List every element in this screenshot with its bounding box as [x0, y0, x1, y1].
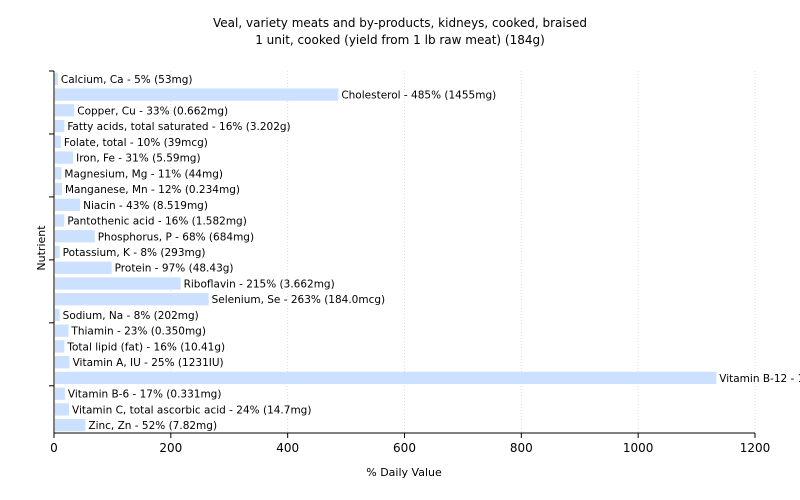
bar — [55, 151, 74, 164]
bar-label: Niacin - 43% (8.519mg) — [83, 200, 208, 212]
bar — [55, 198, 81, 211]
bar — [55, 371, 717, 385]
bar-label: Manganese, Mn - 12% (0.234mg) — [65, 184, 240, 196]
bar-label: Sodium, Na - 8% (202mg) — [63, 310, 199, 322]
bar-label: Fatty acids, total saturated - 16% (3.20… — [67, 121, 290, 133]
bar — [55, 356, 70, 369]
bar-label: Thiamin - 23% (0.350mg) — [70, 326, 206, 338]
x-tick-label: 0 — [50, 441, 58, 455]
bar — [55, 167, 62, 180]
bar — [55, 340, 65, 353]
bars: Calcium, Ca - 5% (53mg) Cholesterol - 485… — [55, 72, 800, 432]
bar — [55, 245, 60, 259]
bar-label: Phosphorus, P - 68% (684mg) — [98, 231, 254, 243]
bar-label: Vitamin B-6 - 17% (0.331mg) — [68, 389, 222, 401]
bar-label: Protein - 97% (48.43g) — [115, 263, 234, 275]
x-tick-label: 200 — [159, 441, 182, 455]
bar — [55, 324, 69, 337]
bar — [55, 230, 95, 243]
bar-label: Copper, Cu - 33% (0.662mg) — [77, 105, 228, 117]
x-tick-label: 400 — [276, 441, 299, 455]
bar-label: Riboflavin - 215% (3.662mg) — [184, 278, 335, 290]
bar-label: Iron, Fe - 31% (5.59mg) — [76, 153, 200, 165]
bar — [55, 182, 63, 196]
bar-label: Total lipid (fat) - 16% (10.41g) — [66, 341, 225, 353]
y-axis-title: Nutrient — [35, 225, 48, 271]
bar — [55, 214, 65, 227]
bar — [55, 403, 70, 416]
bar-label: Vitamin A, IU - 25% (1231IU) — [73, 357, 224, 369]
x-axis-title: % Daily Value — [366, 466, 442, 479]
bar-label: Pantothenic acid - 16% (1.582mg) — [67, 216, 246, 228]
bar — [55, 308, 60, 322]
bar-label: Zinc, Zn - 52% (7.82mg) — [88, 420, 217, 432]
bar — [55, 104, 75, 117]
x-tick-label: 800 — [510, 441, 533, 455]
bar — [55, 88, 339, 101]
bar — [55, 418, 86, 432]
bar — [55, 387, 65, 400]
bar-label: Vitamin C, total ascorbic acid - 24% (14… — [72, 404, 311, 416]
gridlines — [170, 71, 756, 433]
bar — [55, 119, 65, 133]
bar — [55, 277, 181, 290]
bar — [55, 135, 61, 148]
bar-label: Selenium, Se - 263% (184.0mcg) — [212, 294, 386, 306]
bar — [55, 72, 58, 86]
bar-label: Vitamin B-12 - 1132% (67.90mcg) — [719, 373, 800, 385]
x-tick-label: 1200 — [740, 441, 771, 455]
chart-title: Veal, variety meats and by-products, kid… — [213, 16, 587, 30]
axes: 0 200 400 600 800 1000 1200 — [49, 70, 771, 455]
bar-label: Calcium, Ca - 5% (53mg) — [61, 74, 193, 86]
bar — [55, 293, 209, 306]
x-tick-label: 1000 — [623, 441, 654, 455]
x-tick-label: 600 — [393, 441, 416, 455]
bar-label: Potassium, K - 8% (293mg) — [63, 247, 206, 259]
bar-label: Magnesium, Mg - 11% (44mg) — [64, 168, 223, 180]
bar-label: Cholesterol - 485% (1455mg) — [341, 90, 496, 102]
chart-subtitle: 1 unit, cooked (yield from 1 lb raw meat… — [255, 33, 545, 47]
bar-label: Folate, total - 10% (39mcg) — [64, 137, 208, 149]
bar — [55, 261, 112, 274]
